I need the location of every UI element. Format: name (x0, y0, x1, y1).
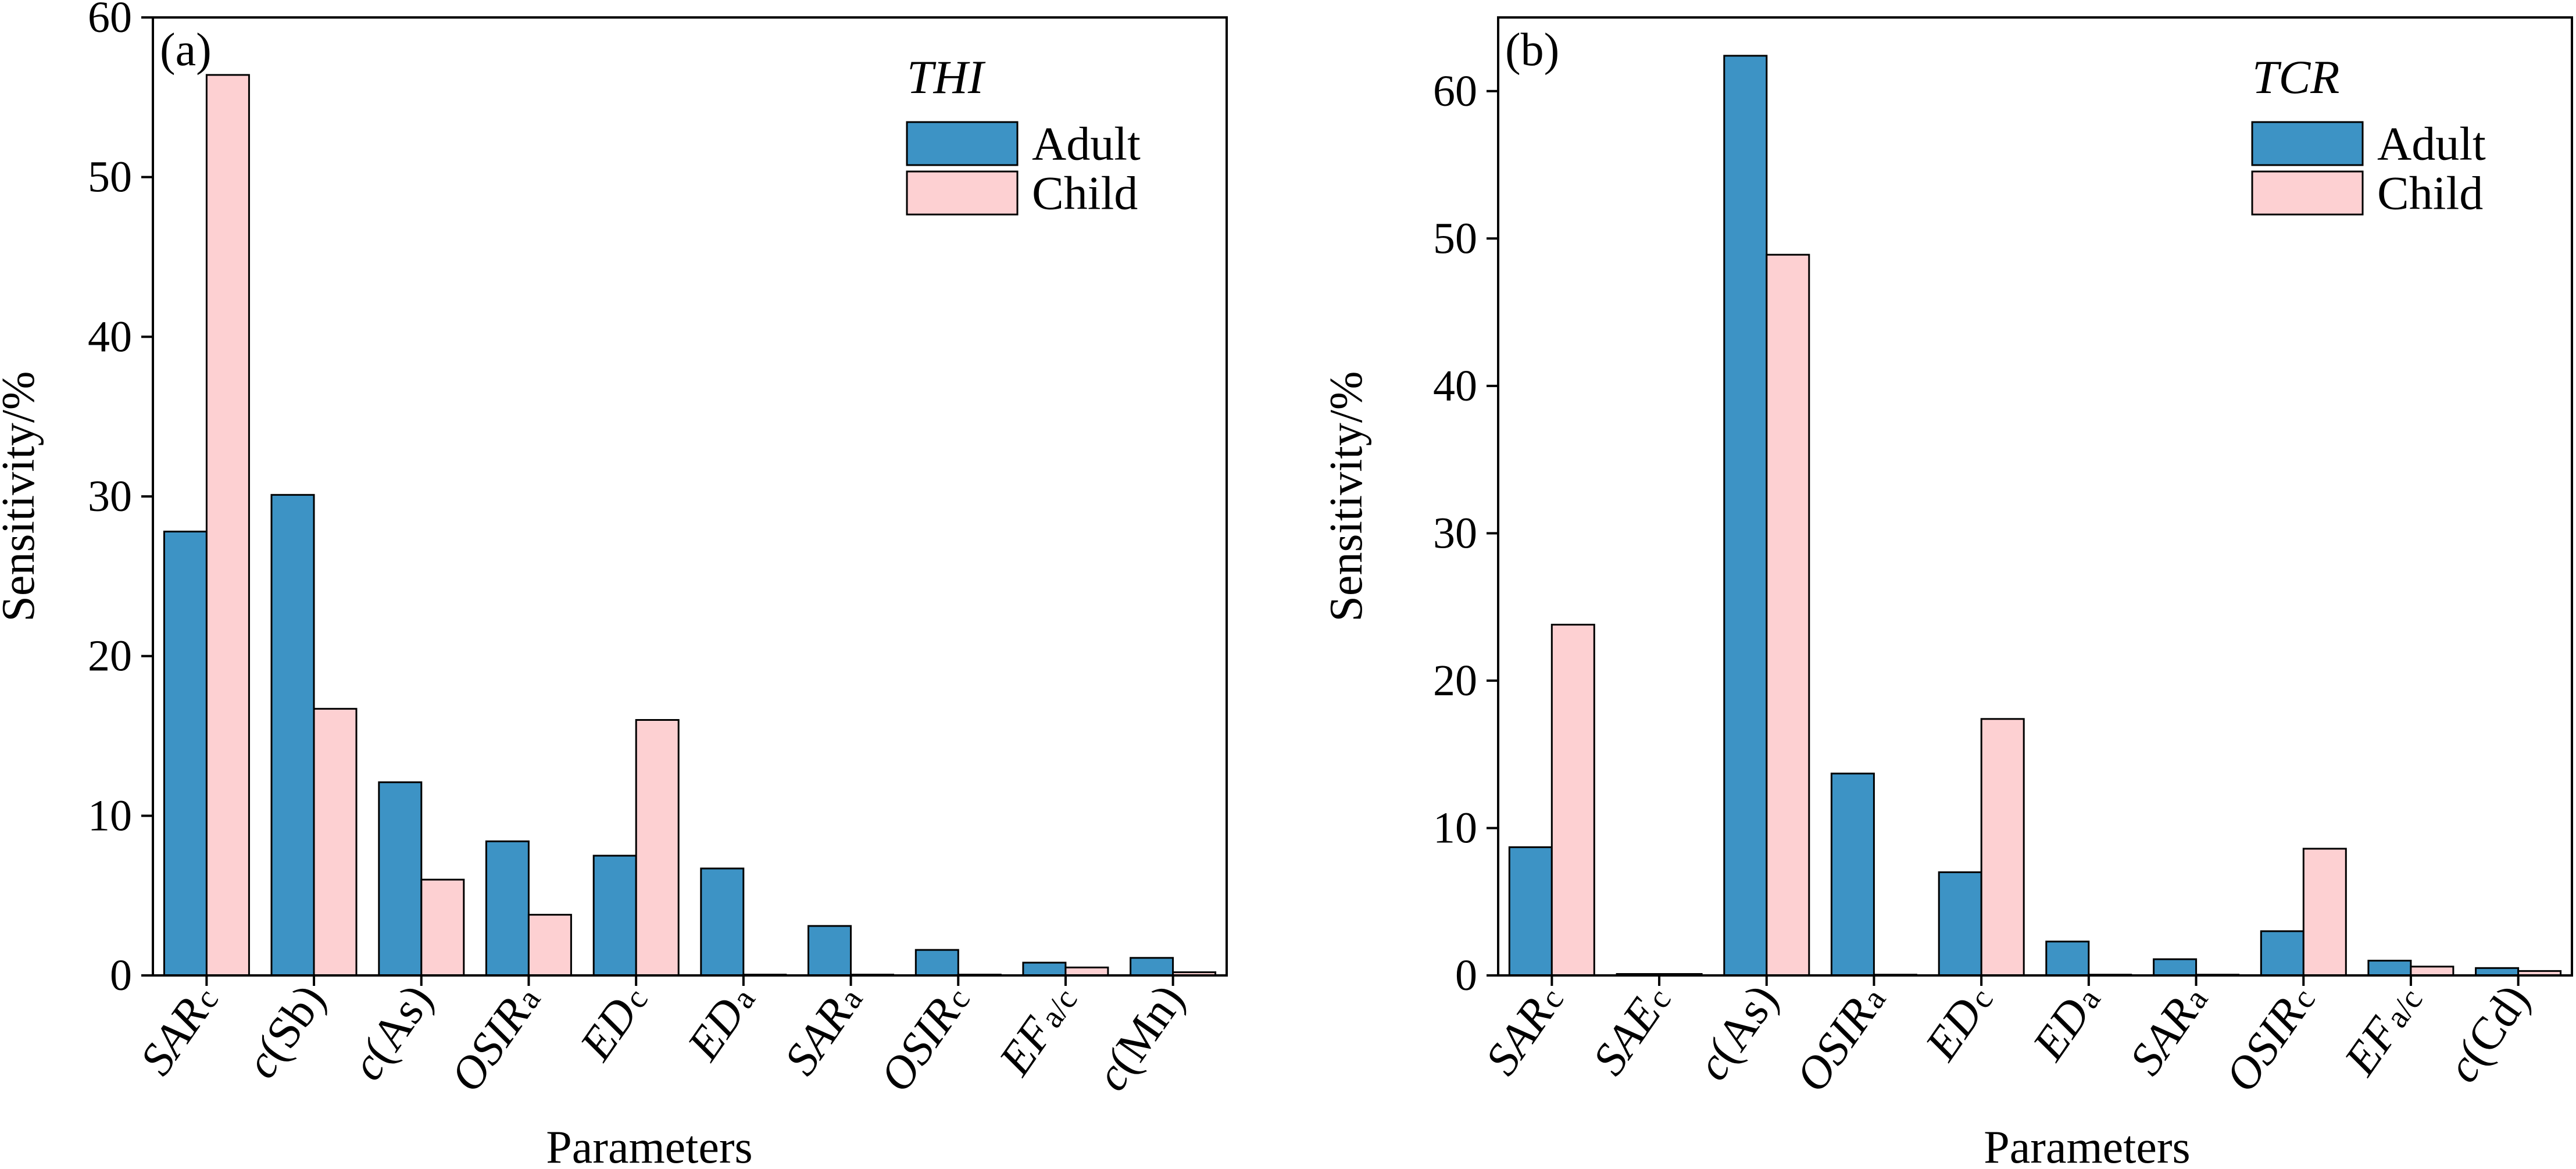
panel-label-a: (a) (160, 24, 212, 76)
y-tick-label-b-20: 20 (1433, 656, 1477, 705)
bar-b-adult-osirc (2260, 930, 2305, 977)
y-axis-title-b: Sensitivity/% (1321, 371, 1372, 621)
y-tick-label-b-40: 40 (1433, 362, 1477, 410)
bar-b-child-sarc (1550, 624, 1595, 977)
bar-a-adult-edc (592, 855, 637, 977)
bar-b-adult-eda (2045, 941, 2090, 977)
bar-b-adult-osira (1830, 773, 1875, 977)
y-tick-label-b-30: 30 (1433, 509, 1477, 557)
bar-a-adult-osirc (914, 949, 959, 977)
bar-a-child-cas (420, 878, 465, 977)
legend-swatch-a-adult (906, 121, 1019, 166)
bar-b-adult-efac (2367, 960, 2412, 977)
x-axis-title-b: Parameters (1984, 1122, 2190, 1169)
y-tick-label-a-60: 60 (88, 0, 132, 42)
y-tick-label-b-0: 0 (1455, 951, 1477, 1000)
bar-b-adult-cas (1723, 55, 1768, 977)
legend-swatch-a-child (906, 170, 1019, 216)
bar-a-adult-cas (378, 781, 423, 977)
y-tick-label-b-60: 60 (1433, 67, 1477, 116)
bar-a-child-efac (1064, 966, 1109, 977)
bar-b-adult-sara (2153, 958, 2198, 977)
bar-b-child-cas (1766, 253, 1810, 977)
y-tick-label-a-50: 50 (88, 153, 132, 202)
legend-swatch-b-child (2251, 170, 2364, 216)
legend-label-a-adult: Adult (1032, 117, 1141, 170)
y-tick-label-b-50: 50 (1433, 214, 1477, 263)
bar-a-adult-cmn (1130, 957, 1174, 977)
bar-a-adult-sarc (163, 530, 208, 977)
bar-b-child-efac (2410, 966, 2454, 977)
bar-a-child-edc (635, 719, 680, 977)
legend-label-b-adult: Adult (2377, 117, 2486, 170)
bar-a-child-csb (313, 707, 358, 977)
y-tick-label-b-10: 10 (1433, 803, 1477, 852)
legend-label-b-child: Child (2377, 167, 2483, 220)
bar-b-adult-edc (1938, 871, 1982, 977)
bar-a-adult-csb (270, 494, 315, 977)
y-tick-label-a-0: 0 (110, 951, 132, 1000)
legend-swatch-b-adult (2251, 121, 2364, 166)
bar-b-child-osirc (2302, 848, 2347, 977)
legend-title-b: TCR (2252, 51, 2339, 103)
x-axis-title-a: Parameters (546, 1122, 752, 1169)
bar-a-adult-osira (485, 840, 530, 977)
bar-a-adult-efac (1022, 961, 1067, 977)
legend-label-a-child: Child (1032, 167, 1138, 220)
bar-a-adult-eda (700, 867, 745, 977)
bar-b-adult-sarc (1508, 846, 1553, 977)
y-tick-label-a-10: 10 (88, 791, 132, 840)
y-tick-label-a-30: 30 (88, 472, 132, 521)
bar-a-child-osira (527, 914, 572, 977)
y-tick-label-a-20: 20 (88, 632, 132, 681)
bar-a-child-sarc (205, 74, 250, 977)
plot-frame-b (1497, 16, 2573, 977)
bar-a-adult-sara (808, 925, 852, 977)
legend-title-a: THI (907, 51, 986, 103)
bar-b-child-edc (1980, 718, 2025, 977)
y-tick-label-a-40: 40 (88, 312, 132, 361)
panel-label-b: (b) (1505, 24, 1559, 76)
y-axis-title-a: Sensitivity/% (0, 371, 44, 621)
